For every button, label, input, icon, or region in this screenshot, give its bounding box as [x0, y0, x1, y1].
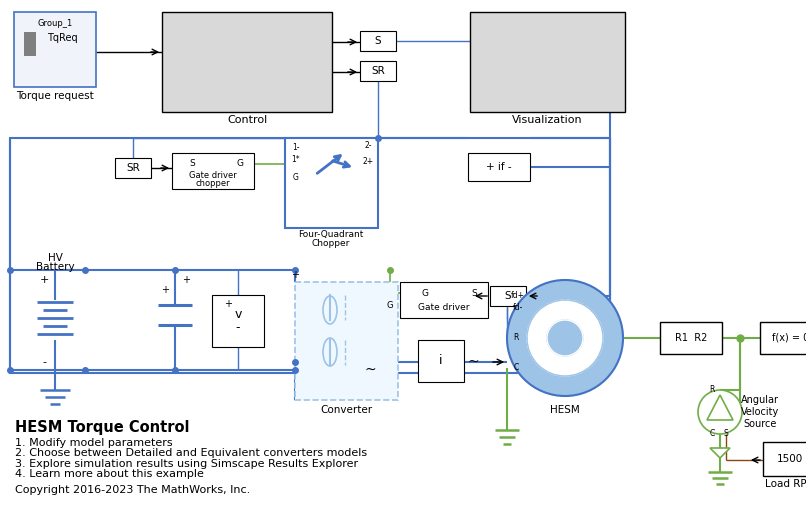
Text: ~: ~ [364, 363, 376, 377]
Bar [24, 32, 36, 40]
Text: Gate driver: Gate driver [189, 170, 237, 180]
Text: chopper: chopper [196, 179, 231, 188]
Text: +: + [161, 285, 169, 295]
Text: 1500: 1500 [777, 454, 803, 464]
Text: HESM Torque Control: HESM Torque Control [15, 420, 189, 435]
FancyBboxPatch shape [14, 12, 96, 87]
Bar [24, 40, 36, 48]
Text: 2-: 2- [364, 140, 372, 150]
Text: R: R [513, 334, 519, 342]
Text: +: + [291, 270, 299, 280]
Text: TqReq: TqReq [47, 33, 77, 43]
FancyBboxPatch shape [115, 158, 151, 178]
Text: Gate driver: Gate driver [418, 303, 470, 311]
Text: f(x) = 0: f(x) = 0 [772, 333, 806, 343]
Text: 1-: 1- [293, 143, 300, 152]
Text: 1. Modify model parameters: 1. Modify model parameters [15, 438, 172, 448]
Text: 2. Choose between Detailed and Equivalent converters models: 2. Choose between Detailed and Equivalen… [15, 448, 367, 458]
Text: G: G [293, 174, 299, 182]
Text: S: S [724, 429, 729, 439]
Text: ~: ~ [467, 355, 479, 369]
FancyBboxPatch shape [295, 282, 398, 400]
Text: S: S [472, 289, 477, 297]
Text: C: C [709, 429, 715, 439]
Text: S: S [375, 36, 381, 46]
FancyBboxPatch shape [760, 322, 806, 354]
FancyBboxPatch shape [490, 286, 526, 306]
Text: Angular: Angular [741, 395, 779, 405]
Circle shape [527, 300, 603, 376]
Text: Converter: Converter [320, 405, 372, 415]
Text: Velocity: Velocity [741, 407, 779, 417]
Text: G: G [422, 289, 429, 297]
Polygon shape [710, 448, 730, 458]
Text: Torque request: Torque request [16, 91, 93, 101]
FancyBboxPatch shape [400, 282, 488, 318]
Text: +: + [224, 299, 232, 309]
Text: 3. Explore simulation results using Simscape Results Explorer: 3. Explore simulation results using Sims… [15, 458, 358, 469]
Text: 4. Learn more about this example: 4. Learn more about this example [15, 469, 203, 479]
Text: fd+: fd+ [511, 291, 525, 299]
FancyBboxPatch shape [360, 61, 396, 81]
FancyBboxPatch shape [172, 153, 254, 189]
Text: R: R [709, 385, 715, 395]
Text: +: + [182, 275, 190, 285]
Circle shape [698, 390, 742, 434]
FancyBboxPatch shape [470, 12, 625, 112]
Text: HESM: HESM [550, 405, 580, 415]
Text: Control: Control [226, 115, 267, 125]
FancyBboxPatch shape [360, 31, 396, 51]
Bar [24, 48, 36, 56]
Text: SR: SR [126, 163, 140, 173]
FancyBboxPatch shape [660, 322, 722, 354]
Polygon shape [707, 395, 733, 420]
Text: v: v [235, 309, 242, 322]
Text: R1  R2: R1 R2 [675, 333, 707, 343]
Circle shape [507, 280, 623, 396]
Text: Battery: Battery [35, 262, 74, 272]
Text: Visualization: Visualization [512, 115, 582, 125]
Text: Load RPM: Load RPM [765, 479, 806, 489]
Text: G: G [236, 160, 243, 168]
Text: +: + [39, 275, 48, 285]
Text: G: G [387, 300, 393, 309]
FancyBboxPatch shape [162, 12, 332, 112]
FancyBboxPatch shape [212, 295, 264, 347]
FancyBboxPatch shape [285, 138, 378, 228]
Text: 1*: 1* [292, 155, 301, 165]
Text: Group_1: Group_1 [37, 20, 73, 28]
FancyBboxPatch shape [468, 153, 530, 181]
Text: Copyright 2016-2023 The MathWorks, Inc.: Copyright 2016-2023 The MathWorks, Inc. [15, 484, 250, 495]
Text: Source: Source [743, 419, 777, 429]
Text: i: i [439, 354, 442, 367]
Text: S: S [505, 291, 511, 301]
FancyBboxPatch shape [763, 442, 806, 476]
Text: fd-: fd- [513, 304, 523, 312]
Text: HV: HV [48, 253, 62, 263]
Text: Chopper: Chopper [312, 239, 350, 249]
Text: 2+: 2+ [363, 157, 373, 166]
Text: + if -: + if - [486, 162, 512, 172]
Text: Four-Quadrant: Four-Quadrant [298, 231, 364, 239]
Text: -: - [42, 357, 46, 367]
Circle shape [547, 320, 583, 356]
Text: -: - [235, 322, 240, 335]
Text: SR: SR [371, 66, 385, 76]
Text: C: C [513, 364, 518, 372]
Text: S: S [189, 160, 195, 168]
FancyBboxPatch shape [418, 340, 464, 382]
